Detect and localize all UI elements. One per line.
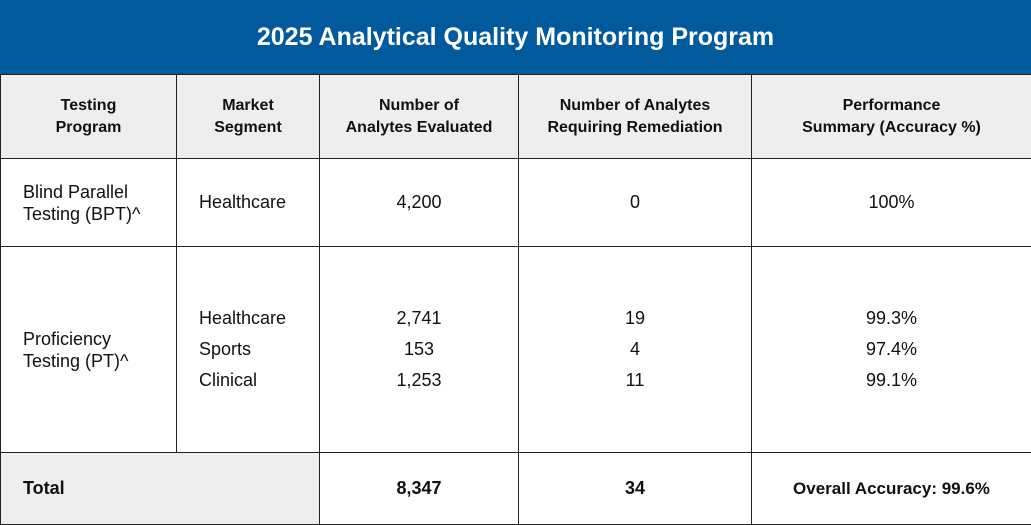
segment-value: Healthcare (199, 192, 319, 213)
accuracy-value: 99.3% (752, 303, 1031, 334)
header-analytes-remediation: Number of Analytes Requiring Remediation (519, 75, 752, 159)
evaluated-cell-pt: 2,741 153 1,253 (320, 247, 519, 453)
accuracy-value: 100% (752, 192, 1031, 213)
overall-accuracy: Overall Accuracy: 99.6% (752, 453, 1031, 525)
segment-value: Healthcare (199, 303, 319, 334)
remediation-value: 0 (519, 192, 751, 213)
segment-cell-pt: Healthcare Sports Clinical (177, 247, 320, 453)
total-label: Total (1, 453, 320, 525)
accuracy-value: 97.4% (752, 334, 1031, 365)
remediation-cell-pt: 19 4 11 (519, 247, 752, 453)
segment-value: Sports (199, 334, 319, 365)
segment-cell-bpt: Healthcare (177, 159, 320, 247)
header-market-segment: Market Segment (177, 75, 320, 159)
evaluated-value: 2,741 (320, 303, 518, 334)
remediation-value: 19 (519, 303, 751, 334)
table-row-bpt: Blind Parallel Testing (BPT)^ Healthcare… (1, 159, 1031, 247)
total-evaluated: 8,347 (320, 453, 519, 525)
table-title: 2025 Analytical Quality Monitoring Progr… (0, 0, 1031, 74)
accuracy-value: 99.1% (752, 365, 1031, 396)
accuracy-cell-pt: 99.3% 97.4% 99.1% (752, 247, 1031, 453)
header-analytes-evaluated: Number of Analytes Evaluated (320, 75, 519, 159)
header-row: Testing Program Market Segment Number of… (1, 75, 1031, 159)
evaluated-value: 1,253 (320, 365, 518, 396)
evaluated-value: 153 (320, 334, 518, 365)
remediation-cell-bpt: 0 (519, 159, 752, 247)
total-remediation: 34 (519, 453, 752, 525)
header-testing-program: Testing Program (1, 75, 177, 159)
header-performance-summary: Performance Summary (Accuracy %) (752, 75, 1031, 159)
results-table: Testing Program Market Segment Number of… (0, 74, 1031, 525)
total-row: Total 8,347 34 Overall Accuracy: 99.6% (1, 453, 1031, 525)
accuracy-cell-bpt: 100% (752, 159, 1031, 247)
evaluated-value: 4,200 (320, 192, 518, 213)
table-row-pt: Proficiency Testing (PT)^ Healthcare Spo… (1, 247, 1031, 453)
segment-value: Clinical (199, 365, 319, 396)
program-cell-bpt: Blind Parallel Testing (BPT)^ (1, 159, 177, 247)
remediation-value: 11 (519, 365, 751, 396)
program-cell-pt: Proficiency Testing (PT)^ (1, 247, 177, 453)
remediation-value: 4 (519, 334, 751, 365)
evaluated-cell-bpt: 4,200 (320, 159, 519, 247)
